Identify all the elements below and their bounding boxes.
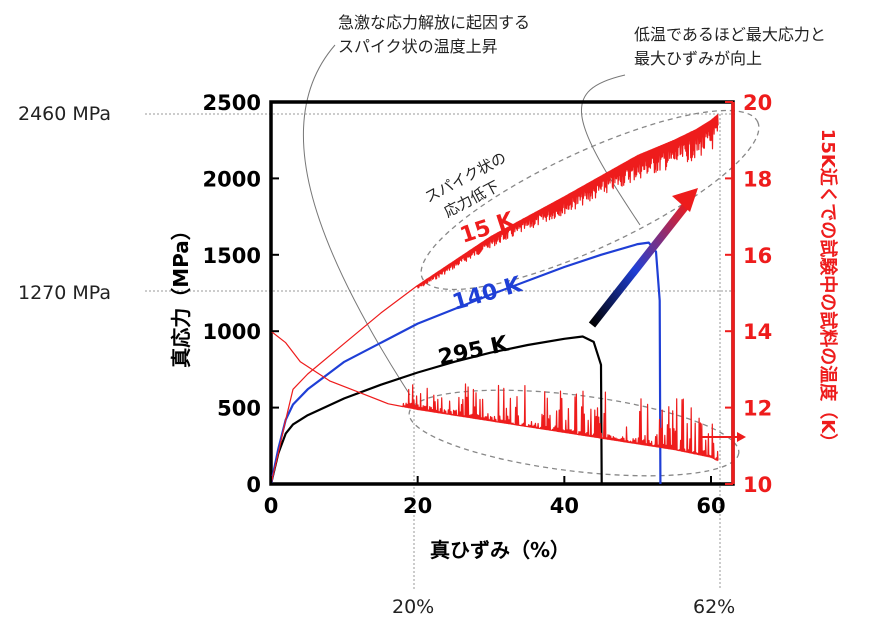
y2-tick-label: 20 xyxy=(743,91,772,115)
ref-label-2460: 2460 MPa xyxy=(18,103,111,125)
right-pointer-arrowhead xyxy=(737,432,746,442)
trend-arrowhead xyxy=(672,188,698,212)
ellipse-max-stress xyxy=(420,109,760,291)
leader-temp xyxy=(302,44,411,396)
y-tick-label: 1500 xyxy=(203,244,261,268)
y2-tick-label: 16 xyxy=(743,244,772,268)
series-line-295k xyxy=(271,335,603,484)
y-tick-label: 1000 xyxy=(203,320,261,344)
annotation-spike-temp: 急激な応力解放に起因する スパイク状の温度上昇 xyxy=(338,13,535,56)
y2-axis-title: 15K近くでの試験中の試料の温度（K） xyxy=(817,129,839,451)
ref-label-1270: 1270 MPa xyxy=(18,282,111,304)
y-axis-title: 真応力（MPa） xyxy=(169,220,193,368)
y-tick-label: 0 xyxy=(246,473,261,497)
series-line-temperature xyxy=(271,330,719,462)
trend-arrow xyxy=(588,200,692,328)
y-tick-label: 2500 xyxy=(203,91,261,115)
reference-lines xyxy=(145,113,735,590)
y2-tick-label: 10 xyxy=(743,473,772,497)
leader-lines xyxy=(302,44,641,396)
ref-label-20pct: 20% xyxy=(392,596,434,618)
annotation-ellipses xyxy=(408,109,760,477)
series-line-15k xyxy=(271,114,719,484)
y2-tick-label: 12 xyxy=(743,397,772,421)
y-tick-label: 500 xyxy=(217,397,261,421)
x-tick-label: 40 xyxy=(550,494,579,518)
ref-label-62pct: 62% xyxy=(693,596,735,618)
series-label-295k: 295 K xyxy=(436,332,511,371)
x-tick-label: 60 xyxy=(696,494,725,518)
x-tick-label: 0 xyxy=(264,494,279,518)
y-tick-label: 2000 xyxy=(203,167,261,191)
x-axis-title: 真ひずみ（%） xyxy=(430,538,570,562)
x-tick-label: 20 xyxy=(403,494,432,518)
leader-stress xyxy=(580,74,641,226)
annotation-max-stress: 低温であるほど最大応力と 最大ひずみが向上 xyxy=(634,25,831,68)
ellipse-temperature-spikes xyxy=(408,389,740,477)
series-label-140k: 140 K xyxy=(450,272,526,316)
y2-tick-label: 18 xyxy=(743,167,772,191)
y2-tick-label: 14 xyxy=(743,320,772,344)
